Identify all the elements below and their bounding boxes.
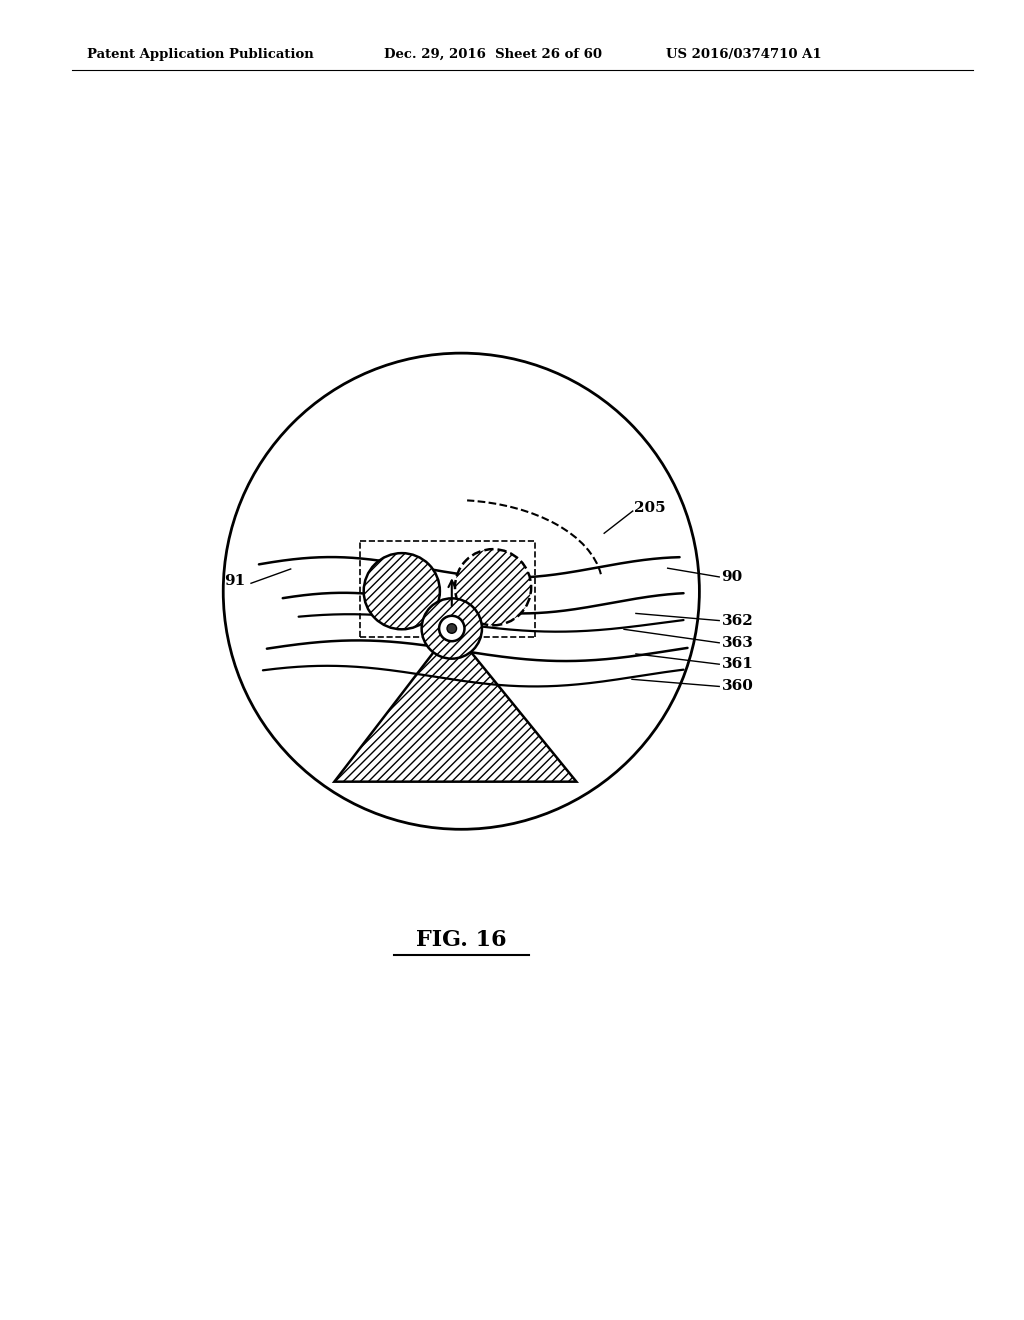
- Text: 90: 90: [722, 570, 742, 583]
- Text: 363: 363: [722, 636, 754, 649]
- Text: 205: 205: [634, 500, 666, 515]
- Circle shape: [422, 598, 482, 659]
- Circle shape: [455, 549, 531, 626]
- Text: 360: 360: [722, 680, 754, 693]
- Text: FIG. 16: FIG. 16: [416, 929, 507, 952]
- Text: Dec. 29, 2016  Sheet 26 of 60: Dec. 29, 2016 Sheet 26 of 60: [384, 48, 602, 61]
- Circle shape: [364, 553, 440, 630]
- Text: US 2016/0374710 A1: US 2016/0374710 A1: [666, 48, 821, 61]
- Text: Patent Application Publication: Patent Application Publication: [87, 48, 313, 61]
- Circle shape: [439, 616, 465, 642]
- Text: 91: 91: [224, 574, 246, 587]
- Circle shape: [447, 624, 457, 634]
- Text: 362: 362: [722, 614, 754, 627]
- Text: 361: 361: [722, 657, 754, 671]
- Polygon shape: [334, 628, 577, 781]
